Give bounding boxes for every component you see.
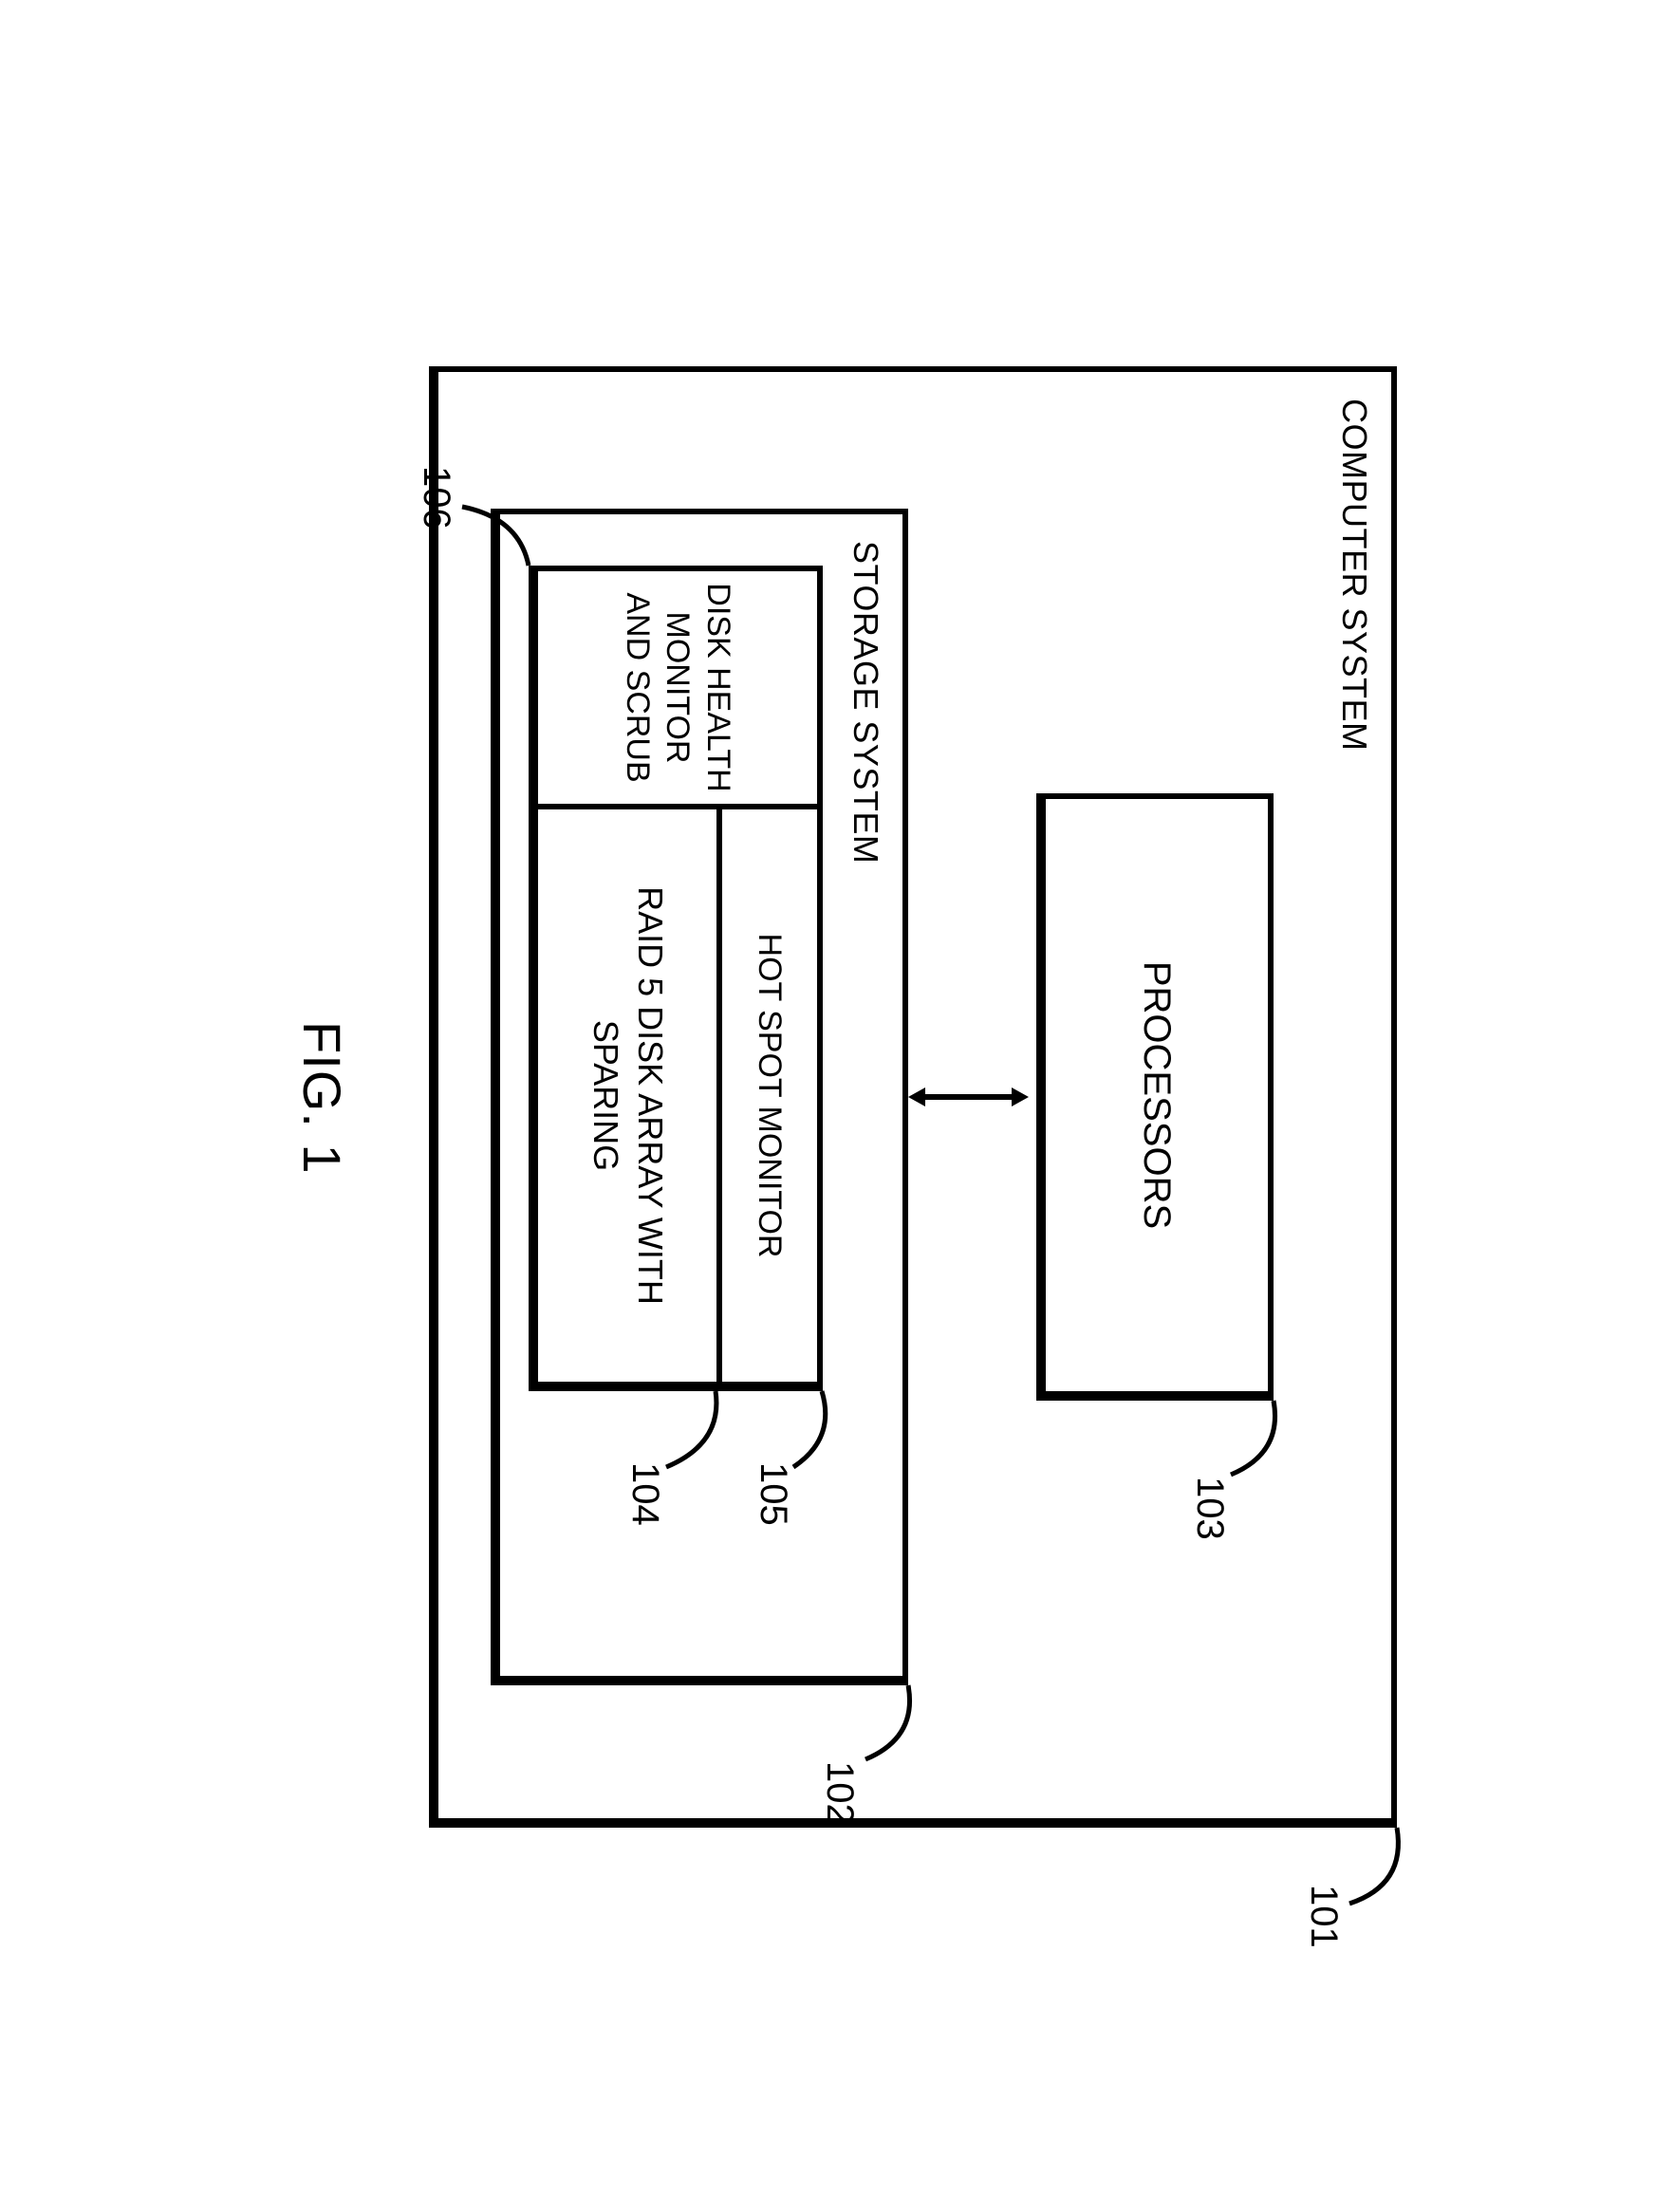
inner-cluster-box: DISK HEALTH MONITOR AND SCRUB HOT SPOT M…: [529, 566, 823, 1391]
arrow-processors-storage: [908, 1084, 1029, 1110]
ref-103: 103: [1188, 1477, 1231, 1540]
ref-101: 101: [1302, 1885, 1345, 1948]
leader-104: [657, 1391, 723, 1486]
ref-104: 104: [623, 1462, 666, 1526]
hot-spot-label: HOT SPOT MONITOR: [722, 809, 817, 1382]
divider-vertical: [538, 804, 817, 809]
diagram-canvas: COMPUTER SYSTEM 101 PROCESSORS 103 STORA…: [220, 252, 1454, 1961]
computer-system-label: COMPUTER SYSTEM: [1334, 399, 1374, 752]
storage-system-label: STORAGE SYSTEM: [846, 541, 885, 864]
leader-102: [851, 1685, 918, 1790]
raid-label: RAID 5 DISK ARRAY WITH SPARING: [538, 809, 716, 1382]
ref-106: 106: [415, 466, 457, 530]
processors-label: PROCESSORS: [1046, 799, 1268, 1391]
processors-box: PROCESSORS: [1036, 793, 1274, 1401]
disk-health-box: DISK HEALTH MONITOR AND SCRUB: [538, 571, 817, 804]
ref-105: 105: [752, 1462, 794, 1526]
hot-spot-box: HOT SPOT MONITOR: [722, 809, 817, 1382]
disk-health-label: DISK HEALTH MONITOR AND SCRUB: [538, 571, 817, 804]
raid-box: RAID 5 DISK ARRAY WITH SPARING: [538, 809, 716, 1382]
ref-102: 102: [818, 1761, 861, 1825]
leader-106: [453, 499, 529, 585]
figure-caption: FIG. 1: [291, 1021, 353, 1175]
